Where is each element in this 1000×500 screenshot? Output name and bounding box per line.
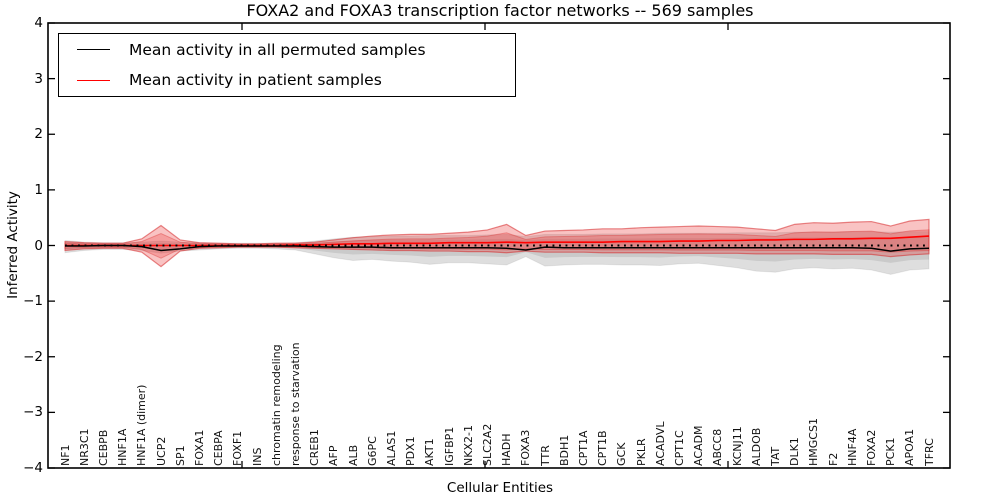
- x-tick-label: G6PC: [365, 436, 379, 466]
- legend-entry-permuted: Mean activity in all permuted samples: [59, 35, 515, 64]
- x-tick-label: response to starvation: [288, 342, 302, 466]
- x-tick-label: FOXA3: [519, 429, 533, 466]
- x-tick-label: CPT1B: [596, 430, 610, 466]
- legend-entry-patient: Mean activity in patient samples: [59, 66, 515, 95]
- x-tick-label: SP1: [173, 445, 187, 466]
- black-line-swatch: [77, 49, 110, 51]
- red-line-swatch: [77, 79, 110, 81]
- x-tick-label: NF1: [58, 444, 72, 466]
- x-tick-label: AKT1: [423, 438, 437, 466]
- legend-label: Mean activity in all permuted samples: [129, 40, 426, 59]
- x-tick-label: chromatin remodeling: [269, 344, 283, 466]
- x-tick-label: DLK1: [788, 437, 802, 466]
- x-tick-label: KCNJ11: [730, 426, 744, 466]
- chart-title: FOXA2 and FOXA3 transcription factor net…: [246, 1, 754, 20]
- x-tick-label: SLC2A2: [480, 423, 494, 466]
- x-tick-label: PDX1: [404, 436, 418, 466]
- legend: Mean activity in all permuted samples Me…: [58, 33, 516, 97]
- x-tick-label: CPT1C: [672, 430, 686, 466]
- x-tick-label: TAT: [768, 446, 782, 466]
- legend-label: Mean activity in patient samples: [129, 71, 382, 90]
- y-tick-label: 0: [34, 237, 43, 254]
- x-tick-label: GCK: [615, 442, 629, 466]
- y-tick-label: 2: [34, 126, 43, 143]
- y-tick-label: −1: [23, 293, 43, 310]
- x-tick-label: IGFBP1: [442, 426, 456, 466]
- x-tick-label: HNF1A: [116, 428, 130, 466]
- x-tick-label: F2: [826, 452, 840, 466]
- x-tick-label: INS: [250, 447, 264, 466]
- x-tick-label: FOXA2: [864, 429, 878, 466]
- x-tick-label: NR3C1: [77, 428, 91, 466]
- x-tick-label: UCP2: [154, 436, 168, 466]
- x-tick-label: TFRC: [922, 438, 936, 466]
- x-tick-label: TTR: [538, 445, 552, 466]
- x-tick-label: BDH1: [557, 434, 571, 466]
- x-tick-label: HNF4A: [845, 428, 859, 466]
- x-tick-label: NKX2-1: [461, 425, 475, 466]
- x-tick-label: ACADM: [692, 425, 706, 467]
- permuted-band-inner: [65, 237, 929, 263]
- x-tick-label: FOXF1: [231, 430, 245, 466]
- x-tick-label: ABCC8: [711, 428, 725, 466]
- x-tick-label: FOXA1: [192, 429, 206, 466]
- x-tick-label: HMGCS1: [807, 418, 821, 466]
- x-tick-label: APOA1: [903, 428, 917, 466]
- x-tick-label: HNF1A (dimer): [135, 384, 149, 466]
- x-tick-label: ACADVL: [653, 421, 667, 466]
- x-tick-label: ALB: [346, 444, 360, 466]
- x-tick-label: ALAS1: [384, 430, 398, 466]
- y-tick-label: 3: [34, 70, 43, 87]
- x-tick-label: CPT1A: [576, 430, 590, 466]
- x-tick-label: PCK1: [884, 437, 898, 466]
- y-tick-label: −4: [23, 460, 43, 476]
- y-tick-label: 4: [34, 15, 43, 31]
- x-tick-label: CEBPA: [212, 430, 226, 466]
- x-tick-label: ALDOB: [749, 427, 763, 466]
- x-tick-label: CREB1: [308, 429, 322, 466]
- y-tick-label: −3: [23, 404, 43, 421]
- y-tick-label: −2: [23, 348, 43, 365]
- x-axis-label: Cellular Entities: [446, 480, 554, 496]
- x-tick-label: AFP: [327, 445, 341, 467]
- x-tick-label: CEBPB: [96, 429, 110, 466]
- x-tick-label: PKLR: [634, 438, 648, 466]
- y-tick-label: 1: [34, 181, 43, 198]
- x-tick-label: HADH: [500, 433, 514, 466]
